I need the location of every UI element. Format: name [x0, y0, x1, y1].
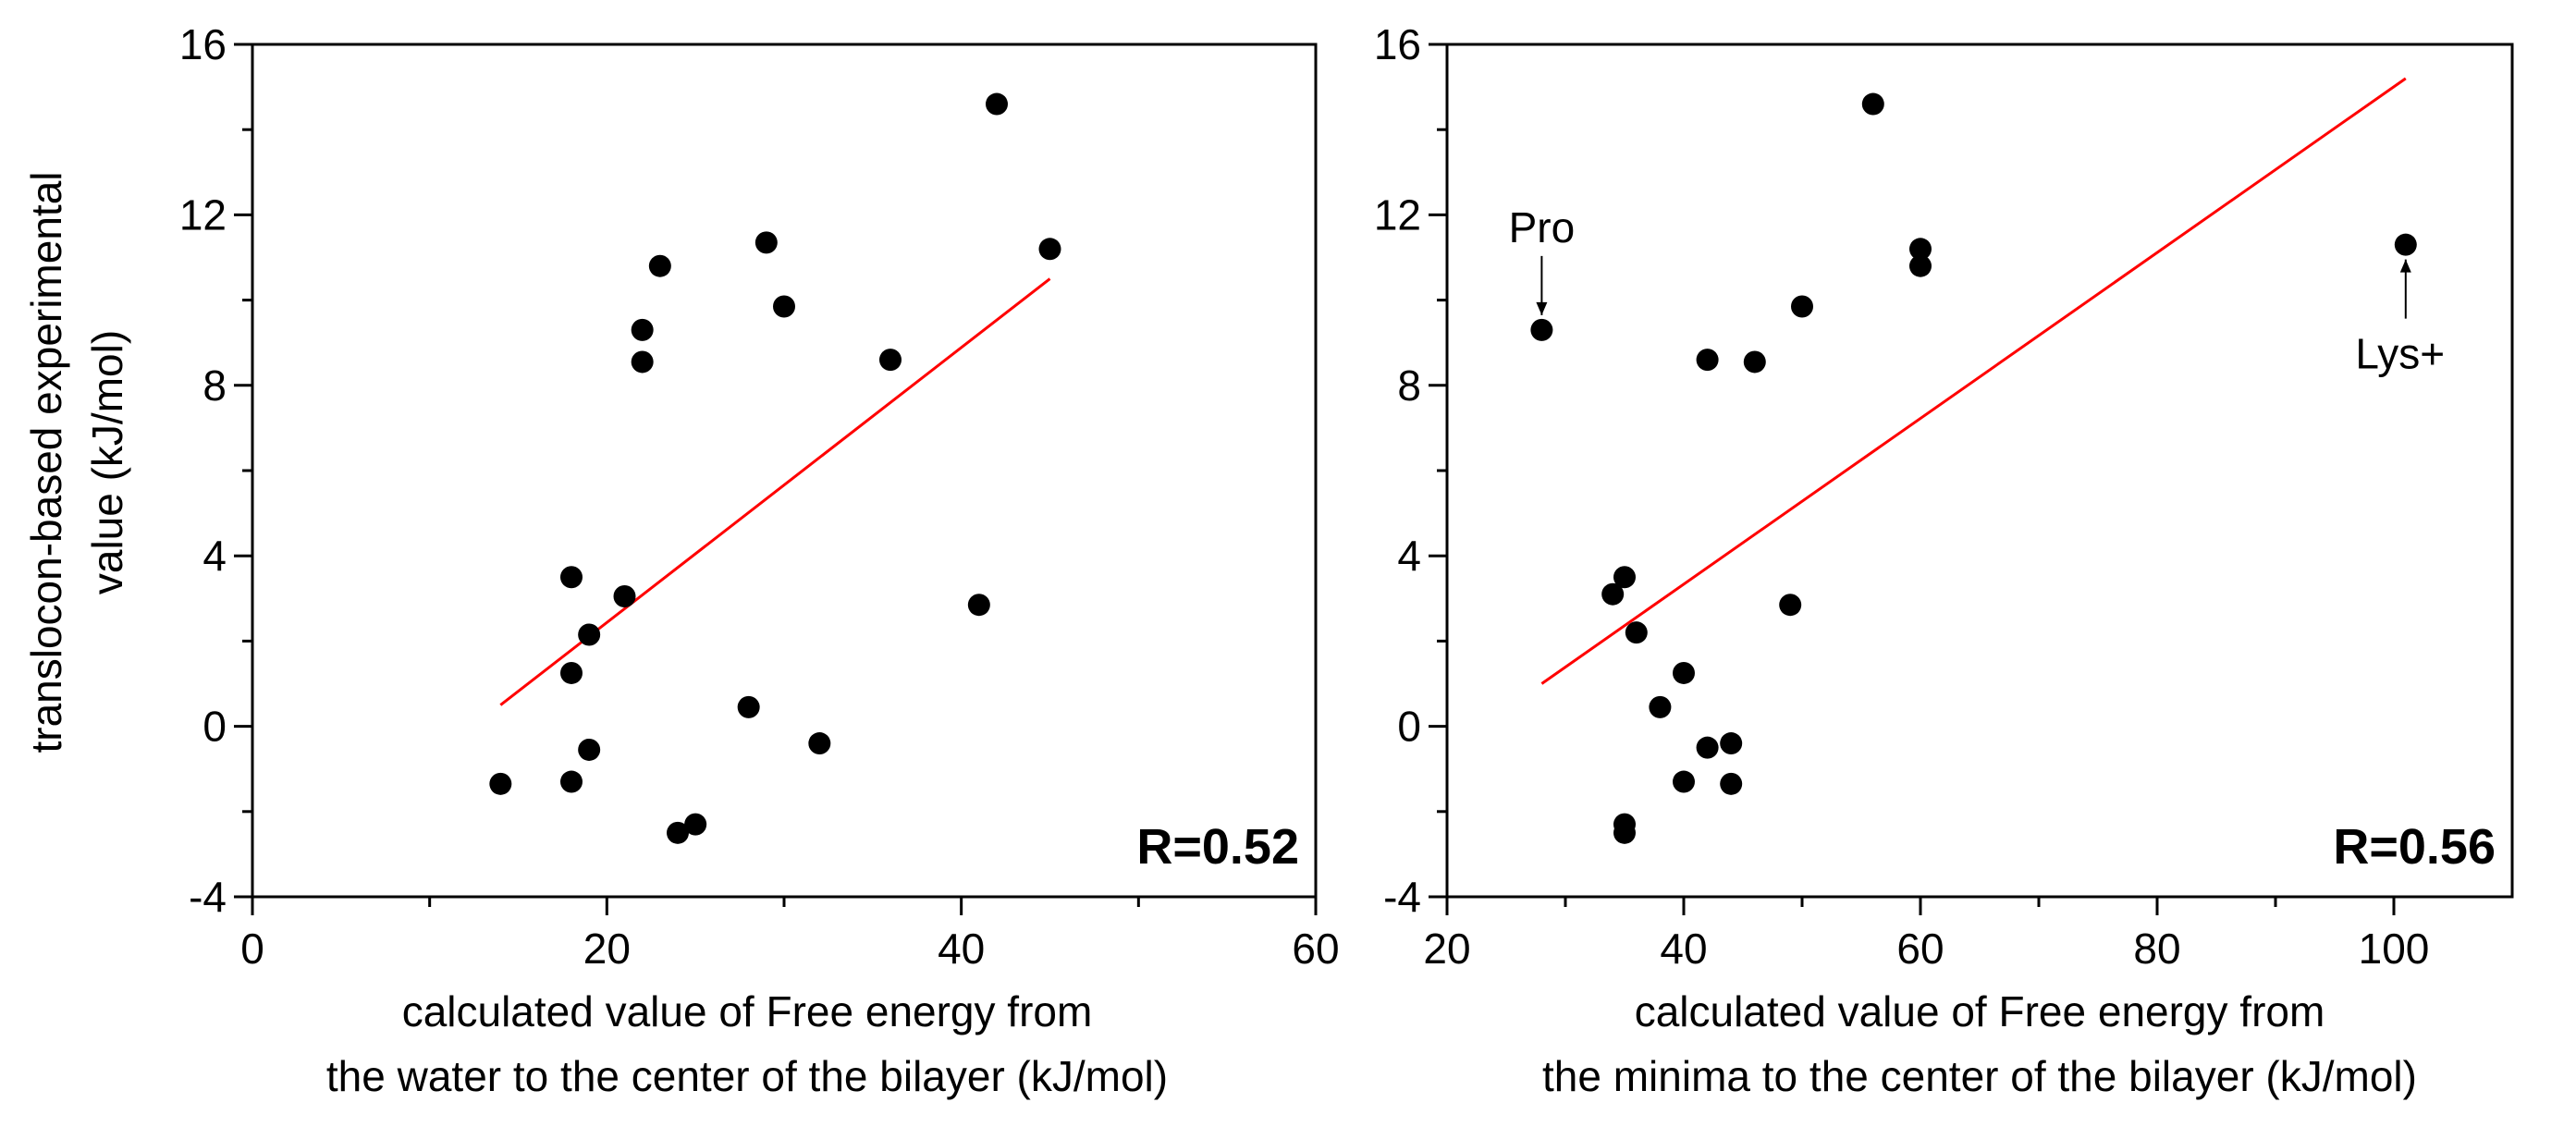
data-point [1791, 295, 1813, 318]
data-point [684, 813, 707, 836]
data-point [648, 254, 671, 277]
data-point [1673, 770, 1695, 793]
x-tick-label: 80 [2133, 925, 2180, 973]
y-tick-label: -4 [189, 873, 227, 921]
data-point [2394, 233, 2417, 256]
y-tick-label: 16 [1374, 20, 1421, 68]
left-scatter-panel: -4 0 4 8 12 16 0 20 40 60 calculated value of Free… [179, 20, 1340, 1100]
data-point [773, 295, 795, 318]
x-tick-label: 40 [1660, 925, 1707, 973]
data-point [1909, 254, 1932, 277]
data-point [1909, 238, 1932, 261]
right-scatter-panel: -4 0 4 8 12 16 20 40 60 80 100 calculated value of … [1374, 20, 2514, 1100]
x-axis-title-line-2: the minima to the center of the bilayer … [1542, 1052, 2417, 1100]
data-point [1625, 621, 1648, 644]
data-point [1673, 661, 1695, 684]
regression-line [1540, 77, 2407, 685]
data-point [808, 732, 831, 755]
y-tick-label: 8 [1397, 361, 1421, 410]
data-point [1779, 594, 1802, 617]
data-point [1613, 821, 1636, 844]
data-point [1038, 238, 1061, 261]
data-point [1696, 736, 1719, 759]
data-point [1720, 772, 1743, 795]
x-tick-label: 20 [583, 925, 631, 973]
y-tick-label: 4 [202, 532, 227, 580]
data-point [560, 661, 583, 684]
y-tick-label: 0 [202, 703, 227, 751]
data-point [879, 349, 902, 372]
annotation-label: Pro [1509, 203, 1576, 251]
x-tick-label: 0 [240, 925, 264, 973]
data-point [1613, 566, 1636, 589]
x-axis-title-line-2: the water to the center of the bilayer (… [326, 1052, 1168, 1100]
y-tick-label: -4 [1383, 873, 1421, 921]
data-point [560, 770, 583, 793]
y-tick-label: 8 [202, 361, 227, 410]
correlation-label: R=0.56 [2333, 819, 2496, 875]
y-tick-label: 16 [179, 20, 227, 68]
x-tick-label: 60 [1896, 925, 1944, 973]
x-tick-label: 100 [2359, 925, 2430, 973]
data-point [1696, 349, 1719, 372]
data-point [631, 318, 654, 341]
data-point [1720, 732, 1743, 755]
x-tick-label: 60 [1292, 925, 1339, 973]
data-point [667, 821, 689, 844]
data-point [578, 623, 601, 646]
data-point [754, 231, 778, 254]
x-tick-label: 40 [938, 925, 985, 973]
annotation-label: Lys+ [2355, 330, 2445, 378]
data-point [1530, 318, 1553, 341]
y-tick-label: 12 [179, 190, 227, 239]
y-tick-label: 0 [1397, 703, 1421, 751]
data-point [613, 584, 636, 607]
y-axis-title: translocon-based experimental value (kJ/… [22, 171, 131, 753]
data-point [560, 566, 583, 589]
data-point [967, 594, 990, 617]
x-tick-label: 20 [1423, 925, 1470, 973]
data-point [737, 695, 760, 718]
y-tick-label: 4 [1397, 532, 1421, 580]
data-point [1743, 350, 1766, 374]
annotation-arrowhead [2399, 259, 2411, 273]
data-point [986, 92, 1008, 116]
data-point [631, 350, 654, 374]
y-axis-title-line-1: translocon-based experimental [22, 171, 70, 753]
data-point [1649, 695, 1672, 718]
plot-frame [1445, 43, 2514, 899]
y-axis-title-line-2: value (kJ/mol) [83, 330, 131, 594]
data-point [1601, 582, 1625, 606]
plot-frame [251, 43, 1318, 899]
y-tick-label: 12 [1374, 190, 1421, 239]
x-axis-title-line-1: calculated value of Free energy from [1635, 987, 2325, 1035]
data-point [578, 738, 601, 761]
correlation-label: R=0.52 [1136, 819, 1299, 875]
data-point [1861, 92, 1884, 116]
data-point [489, 772, 512, 795]
annotation-arrowhead [1536, 301, 1548, 315]
x-axis-title-line-1: calculated value of Free energy from [402, 987, 1093, 1035]
